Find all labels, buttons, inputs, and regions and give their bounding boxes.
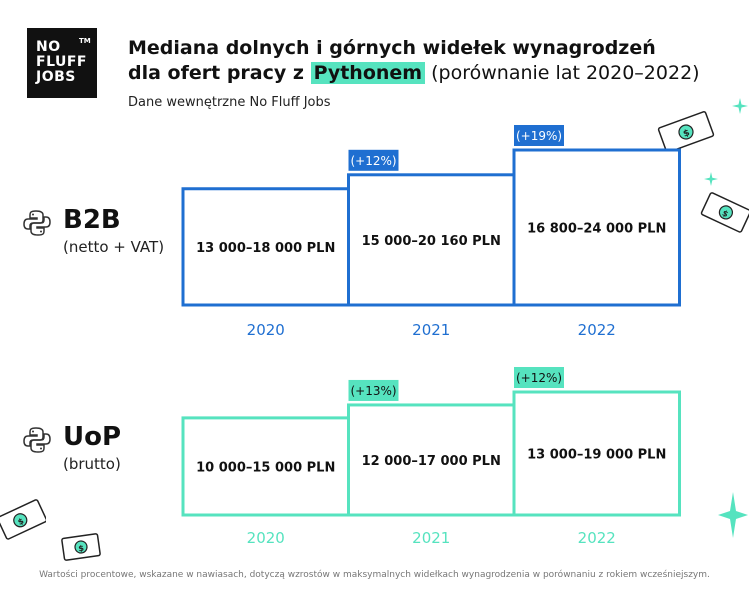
b2b-value-label-2020: 13 000–18 000 PLN [196,241,335,256]
b2b-x-tick-2022: 2022 [578,321,616,339]
b2b-value-label-2022: 16 800–24 000 PLN [527,222,666,237]
b2b-change-badge-2022: (+19%) [516,129,562,143]
chart-title: Mediana dolnych i górnych widełek wynagr… [128,36,700,86]
b2b-bar-2021 [347,173,516,307]
svg-text:$: $ [721,209,730,220]
uop-value-label-2021: 12 000–17 000 PLN [362,454,501,469]
title-suffix: (porównanie lat 2020–2022) [425,62,700,84]
chart-subtitle: Dane wewnętrzne No Fluff Jobs [128,95,331,110]
b2b-change-badge-bg-2022 [514,125,564,146]
logo-line-3: JOBS [36,69,76,85]
title-prefix: dla ofert pracy z [128,62,311,84]
uop-x-tick-2021: 2021 [412,529,450,547]
uop-value-label-2020: 10 000–15 000 PLN [196,460,335,475]
sparkle-icon [718,492,748,538]
uop-change-badge-2021: (+13%) [350,384,396,398]
b2b-change-badge-2021: (+12%) [350,154,396,168]
chart-title-line-1: Mediana dolnych i górnych widełek wynagr… [128,37,656,59]
uop-x-tick-2020: 2020 [247,529,285,547]
logo-line-1: NO [36,39,61,55]
b2b-x-tick-2021: 2021 [412,321,450,339]
uop-value-label-2022: 13 000–19 000 PLN [527,448,666,463]
b2b-group-note: (netto + VAT) [63,238,165,256]
banknote-icon: $ [61,533,101,561]
footnote: Wartości procentowe, wskazane w nawiasac… [39,570,710,580]
b2b-bar-2022 [512,148,681,307]
uop-group-note: (brutto) [63,455,121,473]
uop-group-title: UoP [63,422,122,452]
chart-title-line-2: dla ofert pracy z Pythonem (porównanie l… [128,61,700,86]
title-highlight: Pythonem [310,62,426,84]
logo-trademark: TM [79,37,91,45]
brand-logo: NO FLUFF JOBS TM [27,28,97,98]
uop-bar-2021 [347,403,516,517]
svg-text:$: $ [682,128,691,140]
uop-bar-2020 [181,416,350,517]
uop-bar-2022 [512,390,681,517]
uop-change-badge-2022: (+12%) [516,371,562,385]
b2b-value-label-2021: 15 000–20 160 PLN [362,234,501,249]
uop-x-tick-2022: 2022 [578,529,616,547]
b2b-change-badge-bg-2021 [348,149,399,171]
sparkle-icon [732,98,748,114]
banknote-icon: $ [657,111,715,153]
logo-line-2: FLUFF [36,54,87,70]
banknote-icon: $ [700,192,749,233]
b2b-x-tick-2020: 2020 [247,321,285,339]
sparkle-icon [704,172,718,186]
svg-text:$: $ [78,544,85,554]
python-icon [23,210,51,236]
uop-change-badge-bg-2021 [348,379,399,401]
banknote-icon: $ [0,499,46,540]
b2b-bar-2020 [181,187,350,307]
python-icon [23,427,51,453]
uop-change-badge-bg-2022 [514,367,564,388]
b2b-group-title: B2B [63,205,121,235]
svg-text:$: $ [16,516,25,527]
